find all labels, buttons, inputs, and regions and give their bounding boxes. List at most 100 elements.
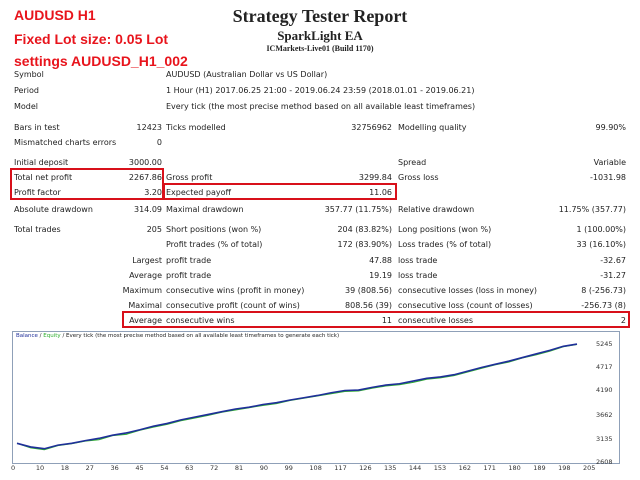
x-tick: 198 — [558, 464, 571, 472]
profitfactor-label: Profit factor — [14, 188, 61, 197]
y-tick: 4717 — [596, 363, 613, 371]
bars-value: 12423 — [136, 123, 162, 132]
x-tick: 144 — [408, 464, 422, 472]
largest-loss-value: -32.67 — [600, 256, 626, 265]
symbol-label: Symbol — [14, 70, 44, 79]
maximum-label: Maximum — [122, 286, 162, 295]
y-tick: 5245 — [596, 340, 613, 348]
overlay-lot-size: Fixed Lot size: 0.05 Lot — [14, 31, 169, 47]
grossloss-label: Gross loss — [398, 173, 439, 182]
chart-legend: Balance / Equity / Every tick (the most … — [16, 333, 339, 339]
average-loss-label: loss trade — [398, 271, 438, 280]
avg-wins-value: 11 — [381, 316, 392, 325]
long-label: Long positions (won %) — [398, 225, 492, 234]
grossprofit-label: Gross profit — [166, 173, 213, 182]
mismatch-value: 0 — [156, 138, 162, 147]
spread-value: Variable — [593, 158, 626, 167]
bars-label: Bars in test — [14, 123, 60, 132]
avg-consecutive-label: Average — [129, 316, 162, 325]
x-tick: 162 — [458, 464, 472, 472]
avg-wins-label: consecutive wins — [166, 316, 235, 325]
maxdd-label: Maximal drawdown — [166, 205, 244, 214]
reldd-value: 11.75% (357.77) — [558, 205, 626, 214]
deposit-label: Initial deposit — [14, 158, 69, 167]
x-tick: 180 — [508, 464, 521, 472]
x-tick: 81 — [234, 464, 244, 472]
grossloss-value: -1031.98 — [590, 173, 626, 182]
x-tick: 63 — [185, 464, 194, 472]
highlight-consecutive-box — [122, 311, 630, 328]
average-profit-value: 19.19 — [369, 271, 392, 280]
netprofit-label: Total net profit — [14, 173, 73, 182]
y-tick: 3135 — [596, 435, 613, 443]
reldd-label: Relative drawdown — [398, 205, 475, 214]
x-tick: 90 — [259, 464, 268, 472]
x-tick: 36 — [110, 464, 119, 472]
server-build: ICMarkets-Live01 (Build 1170) — [266, 44, 374, 53]
maximal-label: Maximal — [128, 301, 162, 310]
x-tick: 153 — [433, 464, 447, 472]
model-label: Model — [14, 102, 39, 111]
overlay-symbol: AUDUSD H1 — [14, 7, 96, 23]
y-tick: 2608 — [596, 458, 613, 466]
x-tick: 189 — [533, 464, 546, 472]
loss-trades-value: 33 (16.10%) — [576, 240, 626, 249]
symbol-value: AUDUSD (Australian Dollar vs US Dollar) — [166, 70, 328, 79]
mismatch-label: Mismatched charts errors — [14, 138, 117, 147]
profitfactor-value: 3.20 — [144, 188, 162, 197]
max-losses-value: 8 (-256.73) — [581, 286, 626, 295]
chart-plot — [16, 343, 578, 451]
legend-balance: Balance — [16, 333, 38, 339]
x-tick: 72 — [209, 464, 219, 472]
max-wins-label: consecutive wins (profit in money) — [166, 286, 305, 295]
max-wins-value: 39 (808.56) — [345, 286, 392, 295]
x-tick: 18 — [60, 464, 70, 472]
maxdd-value: 357.77 (11.75%) — [324, 205, 392, 214]
ticks-label: Ticks modelled — [166, 123, 226, 132]
x-tick: 99 — [284, 464, 293, 472]
overlay-settings: settings AUDUSD_H1_002 — [14, 53, 188, 69]
period-value: 1 Hour (H1) 2017.06.25 21:00 - 2019.06.2… — [166, 86, 475, 95]
spread-label: Spread — [398, 158, 427, 167]
highlight-payoff-box — [163, 183, 397, 200]
ticks-value: 32756962 — [351, 123, 392, 132]
average-loss-value: -31.27 — [600, 271, 626, 280]
absdd-value: 314.09 — [134, 205, 162, 214]
short-value: 204 (83.82%) — [337, 225, 392, 234]
average-profit-label: profit trade — [166, 271, 212, 280]
legend-sep: / — [37, 333, 44, 339]
largest-loss-label: loss trade — [398, 256, 438, 265]
payoff-label: Expected payoff — [166, 188, 231, 197]
ea-name: SparkLight EA — [277, 28, 363, 43]
x-tick: 171 — [483, 464, 496, 472]
profit-trades-value: 172 (83.90%) — [337, 240, 392, 249]
maximal-profit-value: 808.56 (39) — [345, 301, 392, 310]
equity-line — [16, 343, 578, 451]
max-losses-label: consecutive losses (loss in money) — [398, 286, 538, 295]
netprofit-value: 2267.86 — [128, 173, 162, 182]
x-tick: 45 — [135, 464, 144, 472]
long-value: 1 (100.00%) — [576, 225, 626, 234]
balance-line — [16, 343, 578, 450]
x-tick: 126 — [359, 464, 372, 472]
y-tick: 3662 — [596, 411, 613, 419]
loss-trades-label: Loss trades (% of total) — [398, 240, 492, 249]
x-tick: 0 — [11, 464, 16, 472]
x-tick: 108 — [309, 464, 322, 472]
x-tick: 135 — [384, 464, 397, 472]
profit-trades-label: Profit trades (% of total) — [166, 240, 263, 249]
quality-label: Modelling quality — [398, 123, 467, 132]
average-label: Average — [129, 271, 162, 280]
grossprofit-value: 3299.84 — [358, 173, 392, 182]
x-tick: 10 — [35, 464, 45, 472]
absdd-label: Absolute drawdown — [14, 205, 93, 214]
quality-value: 99.90% — [595, 123, 626, 132]
trades-value: 205 — [146, 225, 162, 234]
period-label: Period — [14, 86, 39, 95]
model-value: Every tick (the most precise method base… — [166, 102, 476, 111]
y-tick: 4190 — [596, 386, 613, 394]
equity-chart: Balance / Equity / Every tick (the most … — [12, 331, 620, 464]
trades-label: Total trades — [14, 225, 61, 234]
deposit-value: 3000.00 — [128, 158, 162, 167]
legend-equity: Equity — [43, 333, 61, 339]
